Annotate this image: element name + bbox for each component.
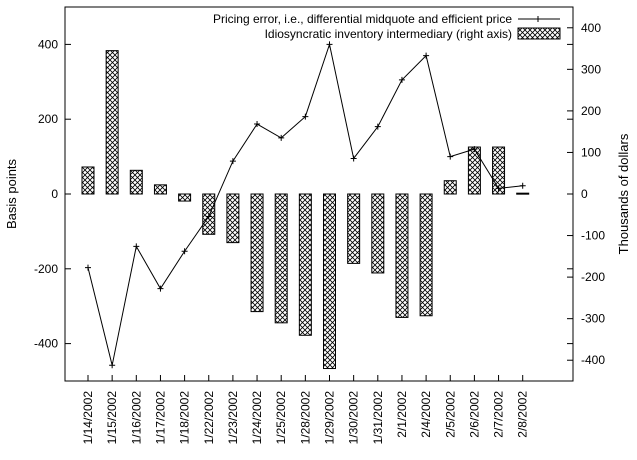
y-right-tick-label: 100 (581, 145, 601, 159)
bar (323, 193, 336, 370)
x-tick-label: 2/6/2002 (467, 391, 481, 438)
line-point (109, 362, 116, 369)
y-right-tick-label: 200 (581, 104, 601, 118)
bar (178, 193, 192, 202)
x-tick-label: 2/7/2002 (492, 391, 506, 438)
line-point (157, 285, 164, 292)
x-tick-label: 1/29/2002 (323, 391, 337, 445)
y-axis-right-label: Thousands of dollars (616, 133, 631, 254)
bar (516, 192, 530, 195)
bar (443, 180, 457, 195)
x-tick-label: 1/30/2002 (347, 391, 361, 445)
bar (347, 193, 361, 264)
y-left-tick-label: -200 (34, 262, 58, 276)
bar (226, 193, 240, 244)
x-tick-label: 1/24/2002 (250, 391, 264, 445)
y-left-tick-label: 200 (38, 112, 58, 126)
x-tick-label: 2/1/2002 (395, 391, 409, 438)
line-point (181, 248, 188, 255)
y-right-tick-label: -300 (581, 312, 605, 326)
bar (81, 166, 95, 195)
line-point (229, 158, 236, 165)
bar (105, 50, 119, 195)
y-right-tick-label: 0 (581, 187, 588, 201)
x-tick-label: 1/25/2002 (274, 391, 288, 445)
y-axis-left-label: Basis points (4, 158, 19, 229)
line-series (85, 41, 526, 369)
line-point (326, 41, 333, 48)
line-point (205, 213, 212, 220)
y-left-tick-label: 0 (51, 187, 58, 201)
y-right-tick-label: -100 (581, 229, 605, 243)
x-tick-label: 1/15/2002 (105, 391, 119, 445)
bar (395, 193, 409, 318)
x-tick-label: 2/8/2002 (516, 391, 530, 438)
x-tick-label: 1/16/2002 (129, 391, 143, 445)
y-right-tick-label: 300 (581, 62, 601, 76)
legend-bar-swatch (517, 27, 561, 40)
line-point (133, 243, 140, 250)
line-point (519, 182, 526, 189)
line-point (85, 264, 91, 271)
y-right-tick-label: -400 (581, 353, 605, 367)
bar (250, 193, 264, 313)
legend: Pricing error, i.e., differential midquo… (213, 12, 561, 41)
axes: -400 -200 0 200 400 -400 -300 -200 -100 0 100 200 30… (34, 21, 605, 445)
y-right-tick-label: 400 (581, 21, 601, 35)
bar (274, 193, 288, 324)
y-right-tick-label: -200 (581, 270, 605, 284)
bar (492, 146, 506, 195)
line-point (278, 134, 285, 141)
x-tick-label: 1/17/2002 (153, 391, 167, 445)
line-point (495, 185, 502, 192)
legend-label-bars: Idiosyncratic inventory intermediary (ri… (265, 27, 512, 41)
x-tick-label: 1/31/2002 (371, 391, 385, 445)
x-tick-label: 1/28/2002 (298, 391, 312, 445)
line-point (423, 52, 430, 59)
legend-line-marker (535, 16, 541, 22)
x-tick-label: 2/5/2002 (443, 391, 457, 438)
bar (129, 169, 143, 195)
line-point (350, 155, 357, 162)
line-point (374, 123, 381, 130)
bar (298, 193, 312, 336)
y-left-tick-label: -400 (34, 337, 58, 351)
bar (467, 146, 481, 195)
x-tick-label: 1/14/2002 (81, 391, 95, 445)
bar-series (81, 50, 530, 370)
legend-label-line: Pricing error, i.e., differential midquo… (213, 12, 512, 26)
line-point (471, 146, 478, 153)
line-point (302, 113, 309, 120)
bar (419, 193, 433, 317)
x-tick-label: 1/22/2002 (202, 391, 216, 445)
line-point (398, 76, 405, 83)
bar (371, 193, 385, 274)
line-point (447, 153, 454, 160)
x-tick-label: 1/23/2002 (226, 391, 240, 445)
x-tick-label: 2/4/2002 (419, 391, 433, 438)
y-left-tick-label: 400 (38, 37, 58, 51)
line-point (254, 121, 261, 128)
bar (153, 184, 167, 195)
x-tick-label: 1/18/2002 (178, 391, 192, 445)
